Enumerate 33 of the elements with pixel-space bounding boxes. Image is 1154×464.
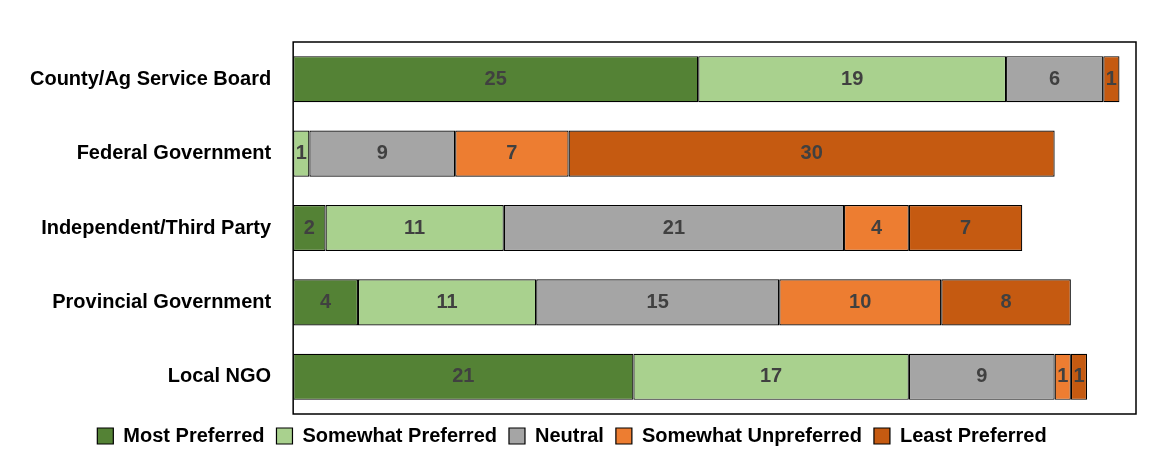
data-label: 9 bbox=[976, 364, 988, 387]
data-label: 21 bbox=[662, 215, 686, 238]
data-label: 21 bbox=[452, 364, 475, 387]
legend-label: Least Preferred bbox=[899, 423, 1047, 446]
data-label: 11 bbox=[436, 289, 458, 312]
data-label: 19 bbox=[841, 66, 864, 89]
y-tick-label: County/Ag Service Board bbox=[29, 66, 272, 89]
data-label: 4 bbox=[320, 289, 332, 312]
y-tick-label: Independent/Third Party bbox=[41, 215, 273, 238]
legend-label: Neutral bbox=[534, 423, 604, 446]
data-label: 9 bbox=[376, 141, 388, 164]
data-label: 30 bbox=[800, 141, 823, 164]
y-tick-label: Local NGO bbox=[167, 364, 272, 387]
y-tick-label: Federal Government bbox=[76, 141, 272, 164]
data-label: 7 bbox=[506, 141, 518, 164]
legend-label: Somewhat Unpreferred bbox=[641, 423, 862, 446]
data-label: 2 bbox=[303, 215, 315, 238]
data-label: 1 bbox=[1073, 364, 1085, 387]
data-label: 1 bbox=[1105, 66, 1117, 89]
data-label: 7 bbox=[959, 215, 972, 238]
data-label: 1 bbox=[295, 141, 307, 164]
data-label: 10 bbox=[849, 289, 872, 312]
data-label: 25 bbox=[484, 66, 507, 89]
y-tick-label: Provincial Government bbox=[52, 289, 272, 312]
data-label: 4 bbox=[870, 215, 883, 238]
data-label: 15 bbox=[646, 289, 669, 312]
data-label: 6 bbox=[1049, 66, 1061, 89]
data-label: 17 bbox=[760, 364, 783, 387]
data-label: 1 bbox=[1057, 364, 1069, 387]
legend-label: Somewhat Preferred bbox=[302, 423, 497, 446]
data-label: 8 bbox=[1000, 289, 1012, 312]
legend-label: Most Preferred bbox=[123, 423, 265, 446]
data-label: 11 bbox=[404, 215, 426, 238]
